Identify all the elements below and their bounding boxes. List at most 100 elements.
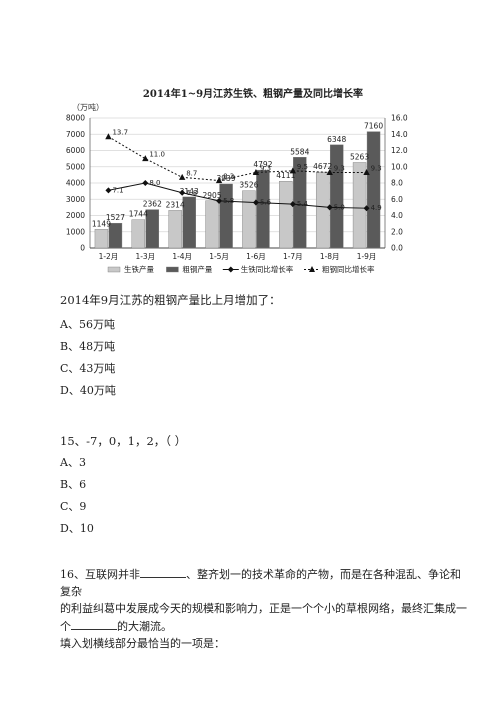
point-pig-iron-growth bbox=[326, 204, 333, 211]
q15-option-b[interactable]: B、6 bbox=[60, 478, 87, 491]
bar-crude-steel bbox=[329, 144, 344, 249]
point-crude-steel-growth bbox=[178, 173, 186, 180]
bar-value-label: 2362 bbox=[143, 200, 162, 209]
x-tick-label: 1-2月 bbox=[99, 252, 119, 261]
bar-pig-iron bbox=[242, 190, 256, 249]
chart-title: 2014年1~9月江苏生铁、粗钢产量及同比增长率 bbox=[143, 87, 363, 100]
bar-crude-steel bbox=[219, 183, 233, 249]
line-value-label: 4.9 bbox=[371, 204, 382, 212]
bar-value-label: 5263 bbox=[350, 152, 369, 161]
bar-crude-steel bbox=[366, 131, 381, 249]
point-crude-steel-growth bbox=[142, 155, 149, 162]
x-tick-label: 1-9月 bbox=[357, 252, 377, 261]
q15-option-a[interactable]: A、3 bbox=[60, 456, 86, 469]
bar-value-label: 1149 bbox=[92, 219, 111, 228]
point-pig-iron-growth bbox=[363, 205, 370, 212]
right-tick-label: 2.0 bbox=[391, 227, 403, 236]
bar-crude-steel bbox=[108, 222, 123, 249]
point-pig-iron-growth bbox=[105, 187, 112, 194]
bar-pig-iron bbox=[131, 219, 146, 249]
bar-pig-iron bbox=[352, 162, 367, 249]
legend-swatch bbox=[166, 266, 179, 273]
x-tick-label: 1-6月 bbox=[246, 252, 266, 261]
line-value-label: 6.8 bbox=[186, 189, 197, 197]
right-tick-label: 8.0 bbox=[391, 179, 403, 188]
line-value-label: 9.3 bbox=[334, 164, 345, 172]
bar-value-label: 4111 bbox=[276, 171, 295, 180]
left-axis-unit: （万吨） bbox=[72, 102, 104, 112]
x-tick-label: 1-5月 bbox=[209, 252, 229, 261]
legend-label: 粗钢产量 bbox=[182, 264, 212, 274]
bar-value-label: 7160 bbox=[364, 122, 383, 131]
left-tick-label: 1000 bbox=[66, 227, 85, 236]
bar-value-label: 4792 bbox=[253, 160, 272, 169]
bar-value-label: 2314 bbox=[166, 200, 185, 209]
bar-value-label: 2905 bbox=[203, 191, 222, 200]
point-crude-steel-growth bbox=[289, 167, 297, 174]
point-crude-steel-growth bbox=[215, 177, 223, 184]
point-crude-steel-growth bbox=[252, 168, 260, 175]
left-tick-label: 2000 bbox=[66, 211, 85, 220]
bar-value-label: 6348 bbox=[327, 135, 346, 144]
legend-marker bbox=[309, 266, 315, 272]
right-tick-label: 4.0 bbox=[391, 211, 403, 220]
line-value-label: 9.5 bbox=[297, 163, 308, 171]
bar-value-label: 5584 bbox=[290, 147, 309, 156]
line-value-label: 7.1 bbox=[112, 186, 123, 194]
point-crude-steel-growth bbox=[326, 168, 333, 175]
q15-option-c[interactable]: C、9 bbox=[60, 500, 87, 513]
point-crude-steel-growth bbox=[363, 168, 370, 175]
line-value-label: 5.0 bbox=[334, 203, 345, 211]
legend-swatch bbox=[107, 266, 121, 273]
line-pig-iron-growth bbox=[108, 182, 367, 209]
q15-option-d[interactable]: D、10 bbox=[60, 522, 94, 535]
q14-option-c[interactable]: C、43万吨 bbox=[60, 362, 116, 375]
line-crude-steel-growth bbox=[108, 136, 367, 182]
bar-pig-iron bbox=[315, 171, 330, 249]
legend-label: 生铁同比增长率 bbox=[241, 264, 294, 274]
legend-item: 生铁产量 bbox=[107, 264, 154, 274]
q16-line-1: 16、互联网并非 、整齐划一的技术革命的产物，而是在各种混乱、争论和复杂 bbox=[60, 565, 470, 600]
line-value-label: 8.0 bbox=[149, 179, 160, 187]
x-tick-label: 1-7月 bbox=[283, 252, 303, 261]
bar-pig-iron bbox=[168, 210, 182, 249]
point-pig-iron-growth bbox=[142, 180, 149, 186]
line-value-label: 11.0 bbox=[149, 151, 165, 159]
q14-option-d[interactable]: D、40万吨 bbox=[60, 384, 116, 397]
left-tick-label: 5000 bbox=[66, 162, 85, 171]
point-pig-iron-growth bbox=[179, 189, 186, 196]
q16-line-2: 的利益纠葛中发展成今天的规模和影响力，正是一个个小的草根网络，最终汇集成一 bbox=[60, 602, 467, 615]
legend-item: 生铁同比增长率 bbox=[222, 264, 294, 274]
right-tick-label: 6.0 bbox=[391, 195, 403, 204]
line-value-label: 13.7 bbox=[112, 129, 128, 137]
legend-label: 生铁产量 bbox=[124, 264, 154, 274]
chart-body: 0 1000 2000 3000 4000 5000 6000 7000 8000 0.0 2.0 4… bbox=[66, 114, 408, 262]
left-tick-label: 6000 bbox=[66, 146, 85, 155]
bar-value-label: 3526 bbox=[239, 181, 258, 190]
q16-blank-1 bbox=[140, 565, 186, 578]
legend-item: 粗钢产量 bbox=[166, 264, 213, 274]
bar-crude-steel bbox=[182, 196, 196, 249]
line-value-label: 5.6 bbox=[260, 199, 272, 207]
line-value-label: 9.3 bbox=[260, 164, 271, 172]
right-tick-label: 14.0 bbox=[391, 130, 408, 139]
x-tick-label: 1-4月 bbox=[172, 252, 192, 261]
question-14-stem: 2014年9月江苏的粗钢产量比上月增加了： bbox=[60, 293, 281, 307]
x-tick-label: 1-8月 bbox=[320, 252, 340, 261]
bar-pig-iron bbox=[279, 180, 293, 249]
bar-value-label: 1527 bbox=[106, 213, 125, 222]
line-value-label: 5.8 bbox=[223, 197, 234, 205]
left-tick-label: 7000 bbox=[66, 130, 85, 139]
q14-option-a[interactable]: A、56万吨 bbox=[60, 318, 115, 331]
line-value-label: 8.3 bbox=[223, 173, 234, 181]
bar-crude-steel bbox=[145, 209, 160, 249]
legend-marker bbox=[227, 266, 234, 273]
point-crude-steel-growth bbox=[105, 133, 112, 140]
legend-item: 粗钢同比增长率 bbox=[304, 264, 375, 274]
line-value-label: 5.4 bbox=[297, 200, 309, 208]
left-tick-label: 3000 bbox=[66, 195, 85, 204]
bar-value-label: 3143 bbox=[180, 187, 199, 196]
bar-value-label: 1744 bbox=[129, 210, 148, 219]
q14-option-b[interactable]: B、48万吨 bbox=[60, 340, 116, 353]
right-tick-label: 12.0 bbox=[391, 146, 408, 155]
